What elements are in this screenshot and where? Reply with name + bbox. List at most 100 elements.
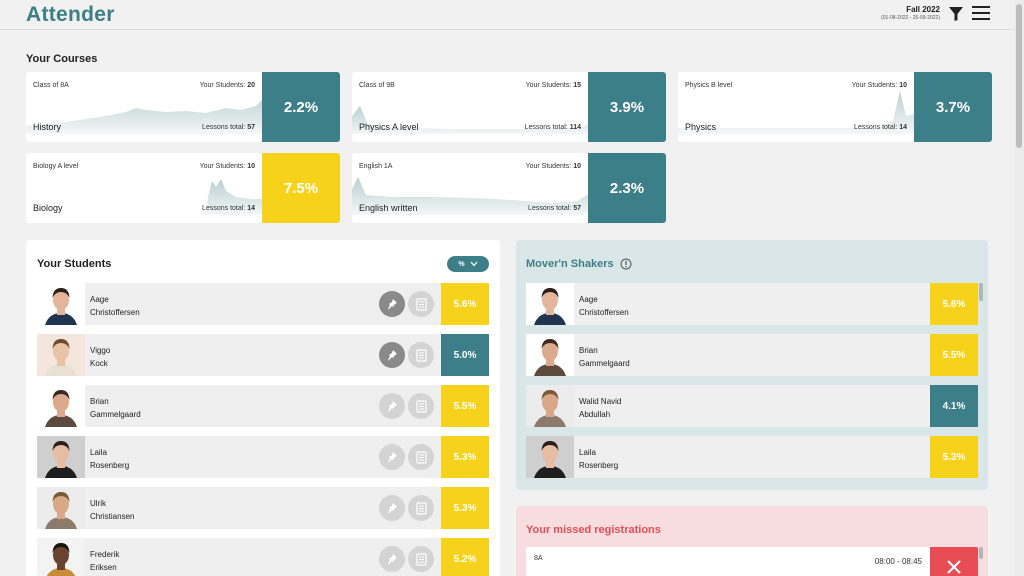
mover-first-name: Aage (579, 295, 598, 304)
course-absence-percent: 3.9% (588, 72, 666, 142)
mover-absence-percent: 4.1% (930, 385, 978, 427)
course-class: Biology A level (33, 163, 79, 170)
avatar (37, 487, 85, 529)
students-label: Your Students: (199, 163, 246, 170)
document-icon (415, 501, 427, 515)
course-card[interactable]: Class of 9B Your Students: 15 Physics A le… (352, 72, 666, 142)
pin-icon (388, 452, 397, 463)
document-icon (415, 399, 427, 413)
mover-last-name: Abdullah (579, 410, 611, 419)
pin-button[interactable] (379, 393, 405, 419)
course-students: Your Students: 10 (852, 82, 907, 89)
student-row[interactable]: Viggo Kock 5.0% (37, 334, 489, 376)
course-trend-sparkline (678, 91, 922, 134)
course-subject: Biology (33, 203, 63, 213)
lessons-count: 57 (247, 124, 255, 131)
course-lessons: Lessons total: 14 (202, 205, 255, 212)
avatar (37, 538, 85, 576)
course-card[interactable]: Biology A level Your Students: 10 Biology L… (26, 153, 340, 223)
notes-button[interactable] (408, 495, 434, 521)
pin-button[interactable] (379, 291, 405, 317)
course-absence-percent: 2.2% (262, 72, 340, 142)
mover-last-name: Gammelgaard (579, 359, 630, 368)
student-absence-percent: 5.3% (441, 487, 489, 529)
lessons-label: Lessons total: (202, 124, 246, 131)
missed-registration-row[interactable]: 8A 08:00 - 08:45 (526, 547, 978, 576)
student-name: Ulrik Christiansen (90, 497, 134, 523)
lessons-count: 114 (569, 124, 581, 131)
course-card[interactable]: Class of 8A Your Students: 20 History Lesso… (26, 72, 340, 142)
student-name: Brian Gammelgaard (90, 395, 141, 421)
info-icon[interactable] (620, 258, 632, 270)
student-last-name: Rosenberg (90, 461, 130, 470)
notes-button[interactable] (408, 546, 434, 572)
page-scrollbar-thumb[interactable] (1016, 4, 1022, 148)
unit-toggle-label: % (458, 260, 465, 268)
document-icon (415, 348, 427, 362)
filter-icon[interactable] (948, 6, 964, 22)
student-first-name: Viggo (90, 346, 111, 355)
lessons-label: Lessons total: (202, 205, 246, 212)
students-count: 20 (247, 82, 255, 89)
unit-toggle-dropdown[interactable]: % (447, 256, 489, 272)
mover-row[interactable]: Aage Christoffersen 5.6% (526, 283, 978, 325)
notes-button[interactable] (408, 444, 434, 470)
student-row[interactable]: Laila Rosenberg 5.3% (37, 436, 489, 478)
student-first-name: Laila (90, 448, 107, 457)
notes-button[interactable] (408, 342, 434, 368)
mover-first-name: Walid Navid (579, 397, 622, 406)
dismiss-button[interactable] (930, 547, 978, 576)
mover-absence-percent: 5.5% (930, 334, 978, 376)
notes-button[interactable] (408, 291, 434, 317)
course-lessons: Lessons total: 57 (202, 124, 255, 131)
student-absence-percent: 5.0% (441, 334, 489, 376)
course-lessons: Lessons total: 14 (854, 124, 907, 131)
student-name: Viggo Kock (90, 344, 110, 370)
pin-icon (388, 554, 397, 565)
missed-scrollbar[interactable] (979, 547, 983, 559)
student-row[interactable]: Frederik Eriksen 5.2% (37, 538, 489, 576)
hamburger-menu-icon[interactable] (972, 6, 990, 22)
course-card[interactable]: Physics B level Your Students: 10 Physics L… (678, 72, 992, 142)
students-count: 10 (573, 163, 581, 170)
missed-class: 8A (534, 555, 543, 562)
term-selector[interactable]: Fall 2022 (01-08-2022 - 26-09-2022) (881, 5, 940, 21)
mover-name: Walid Navid Abdullah (579, 395, 621, 421)
pin-icon (388, 350, 397, 361)
students-count: 10 (247, 163, 255, 170)
avatar (37, 436, 85, 478)
mover-row[interactable]: Brian Gammelgaard 5.5% (526, 334, 978, 376)
student-row[interactable]: Brian Gammelgaard 5.5% (37, 385, 489, 427)
student-last-name: Christoffersen (90, 308, 140, 317)
term-dates: (01-08-2022 - 26-09-2022) (881, 15, 940, 21)
page-scrollbar[interactable] (1014, 0, 1024, 576)
students-label: Your Students: (851, 82, 898, 89)
document-icon (415, 297, 427, 311)
course-lessons: Lessons total: 114 (525, 124, 581, 131)
pin-button[interactable] (379, 444, 405, 470)
student-row[interactable]: Ulrik Christiansen 5.3% (37, 487, 489, 529)
movers-scrollbar[interactable] (979, 283, 983, 301)
course-lessons: Lessons total: 57 (528, 205, 581, 212)
mover-last-name: Christoffersen (579, 308, 629, 317)
student-last-name: Gammelgaard (90, 410, 141, 419)
pin-button[interactable] (379, 546, 405, 572)
lessons-count: 14 (899, 124, 907, 131)
course-students: Your Students: 10 (526, 163, 581, 170)
student-last-name: Kock (90, 359, 108, 368)
app-logo[interactable]: Attender (26, 3, 115, 26)
avatar (526, 385, 574, 427)
pin-icon (388, 401, 397, 412)
document-icon (415, 450, 427, 464)
course-subject: English written (359, 203, 418, 213)
mover-row[interactable]: Walid Navid Abdullah 4.1% (526, 385, 978, 427)
pin-button[interactable] (379, 495, 405, 521)
student-row[interactable]: Aage Christoffersen 5.6% (37, 283, 489, 325)
student-last-name: Eriksen (90, 563, 117, 572)
movers-panel-title: Mover'n Shakers (526, 258, 614, 270)
pin-button[interactable] (379, 342, 405, 368)
notes-button[interactable] (408, 393, 434, 419)
student-first-name: Brian (90, 397, 109, 406)
mover-row[interactable]: Laila Rosenberg 5.3% (526, 436, 978, 478)
course-card[interactable]: English 1A Your Students: 10 English writt… (352, 153, 666, 223)
